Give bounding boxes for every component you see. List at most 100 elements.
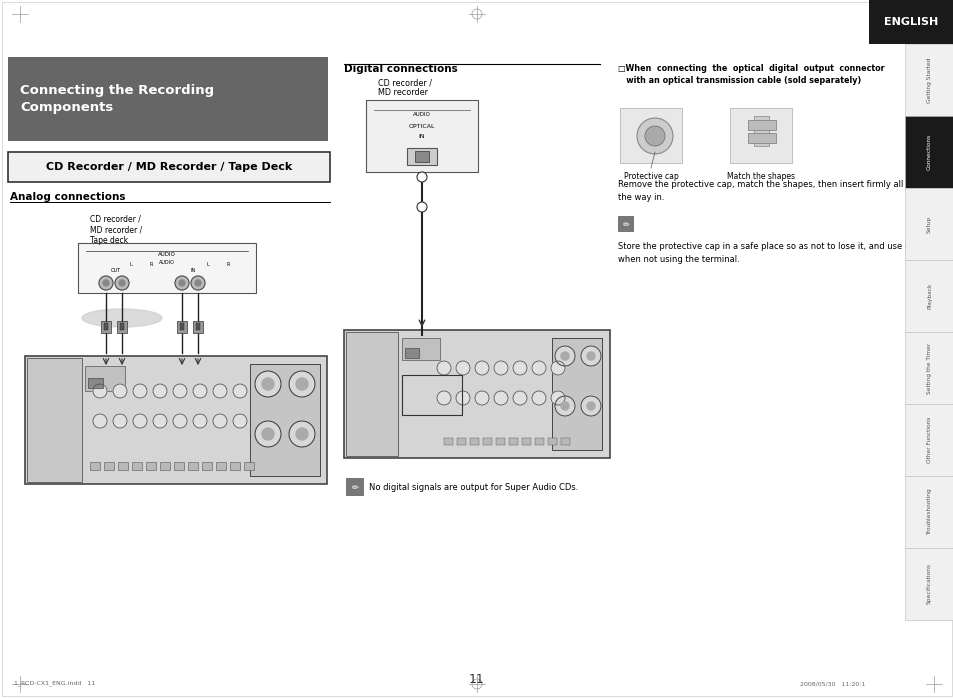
Circle shape: [92, 414, 107, 428]
Bar: [401, 338, 439, 360]
Text: OPTICAL: OPTICAL: [408, 124, 435, 128]
Bar: [904, 44, 953, 116]
Bar: [8, 152, 330, 182]
Bar: [85, 366, 125, 391]
Circle shape: [172, 384, 187, 398]
Circle shape: [637, 118, 672, 154]
Bar: [193, 321, 203, 333]
Circle shape: [92, 384, 107, 398]
Circle shape: [555, 396, 575, 416]
Text: IN: IN: [191, 269, 195, 274]
Text: No digital signals are output for Super Audio CDs.: No digital signals are output for Super …: [369, 484, 578, 493]
Circle shape: [475, 361, 489, 375]
Text: Setup: Setup: [926, 216, 931, 232]
Circle shape: [191, 276, 205, 290]
Text: R: R: [150, 262, 152, 267]
Text: Specifications: Specifications: [926, 563, 931, 604]
Bar: [456, 438, 465, 445]
Bar: [366, 100, 477, 172]
Circle shape: [194, 280, 201, 286]
Bar: [747, 133, 775, 143]
Text: CD Recorder / MD Recorder / Tape Deck: CD Recorder / MD Recorder / Tape Deck: [46, 162, 292, 172]
Bar: [747, 120, 775, 130]
Bar: [552, 338, 601, 450]
Bar: [868, 0, 953, 44]
Circle shape: [115, 276, 129, 290]
Circle shape: [644, 126, 664, 146]
Circle shape: [233, 384, 247, 398]
Circle shape: [475, 391, 489, 405]
Circle shape: [233, 414, 247, 428]
Bar: [104, 462, 113, 470]
Circle shape: [436, 391, 451, 405]
Circle shape: [213, 414, 227, 428]
Bar: [729, 108, 791, 163]
Bar: [117, 321, 127, 333]
Text: Protective cap: Protective cap: [623, 172, 678, 181]
Bar: [344, 330, 609, 458]
Bar: [407, 148, 436, 165]
Bar: [904, 116, 953, 188]
Bar: [904, 476, 953, 548]
Circle shape: [586, 402, 595, 410]
Text: Connecting the Recording
Components: Connecting the Recording Components: [20, 84, 213, 114]
Circle shape: [494, 361, 507, 375]
Circle shape: [193, 384, 207, 398]
Circle shape: [289, 421, 314, 447]
Circle shape: [99, 276, 112, 290]
Text: AUDIO: AUDIO: [413, 112, 431, 117]
Bar: [560, 438, 569, 445]
Circle shape: [262, 428, 274, 440]
Bar: [173, 462, 184, 470]
Ellipse shape: [82, 309, 162, 327]
Circle shape: [513, 361, 526, 375]
Text: AUDIO: AUDIO: [159, 260, 174, 265]
Circle shape: [119, 280, 125, 286]
Text: Remove the protective cap, match the shapes, then insert firmly all
the way in.: Remove the protective cap, match the sha…: [618, 180, 902, 202]
Bar: [521, 438, 531, 445]
Circle shape: [560, 402, 568, 410]
Bar: [405, 348, 418, 358]
Bar: [27, 358, 82, 482]
Circle shape: [580, 346, 600, 366]
Circle shape: [112, 384, 127, 398]
Bar: [25, 356, 327, 484]
Circle shape: [532, 361, 545, 375]
Circle shape: [103, 280, 109, 286]
Bar: [250, 364, 319, 476]
Bar: [904, 548, 953, 620]
Text: Setting the Timer: Setting the Timer: [926, 343, 931, 394]
Text: Other Functions: Other Functions: [926, 417, 931, 463]
Text: L: L: [207, 262, 209, 267]
Circle shape: [213, 384, 227, 398]
Text: ENGLISH: ENGLISH: [882, 17, 937, 27]
Bar: [470, 438, 478, 445]
Text: Troubleshooting: Troubleshooting: [926, 489, 931, 535]
Circle shape: [254, 371, 281, 397]
Bar: [180, 323, 184, 330]
Text: ✏: ✏: [622, 219, 629, 228]
Text: 11: 11: [469, 673, 484, 686]
Bar: [188, 462, 198, 470]
Text: 1_RCD-CX1_ENG.indd   11: 1_RCD-CX1_ENG.indd 11: [14, 681, 95, 686]
Circle shape: [132, 414, 147, 428]
Bar: [120, 323, 124, 330]
Circle shape: [295, 428, 308, 440]
Bar: [904, 404, 953, 476]
Text: Analog connections: Analog connections: [10, 192, 126, 202]
Text: □When  connecting  the  optical  digital  output  connector: □When connecting the optical digital out…: [618, 64, 883, 73]
Bar: [90, 462, 100, 470]
Circle shape: [436, 361, 451, 375]
Circle shape: [193, 414, 207, 428]
Bar: [160, 462, 170, 470]
Text: IN: IN: [418, 133, 425, 138]
Text: 2008/05/30   11:20:1: 2008/05/30 11:20:1: [800, 681, 864, 686]
Circle shape: [152, 384, 167, 398]
Circle shape: [513, 391, 526, 405]
Bar: [904, 260, 953, 332]
Bar: [177, 321, 187, 333]
Circle shape: [295, 378, 308, 390]
Text: CD recorder /
MD recorder /
Tape deck: CD recorder / MD recorder / Tape deck: [90, 215, 142, 245]
Text: AUDIO: AUDIO: [158, 253, 175, 258]
Circle shape: [112, 414, 127, 428]
